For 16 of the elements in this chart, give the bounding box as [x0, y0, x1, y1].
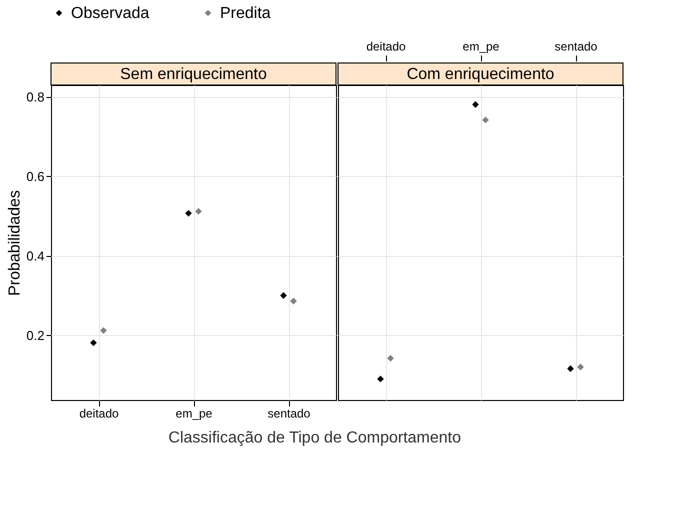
x-axis-title: Classificação de Tipo de Comportamento [168, 430, 462, 446]
x-tick-label: deitado [366, 40, 406, 54]
y-tick-label: 0.6 [26, 168, 44, 184]
chart-title: Sem enriquecimento [120, 66, 267, 83]
chart-title: Com enriquecimento [406, 66, 554, 83]
y-tick-label: 0.8 [26, 89, 44, 104]
x-tick-label: em_pe [176, 406, 213, 420]
y-axis-title: Probabilidades [6, 190, 24, 296]
x-tick-label: deitado [79, 406, 120, 420]
x-tick-label: sentado [554, 40, 598, 54]
y-tick-label: 0.2 [26, 328, 44, 343]
legend-label: Predita [220, 5, 271, 22]
legend-label: Observada [71, 5, 150, 22]
x-tick-label: sentado [268, 406, 311, 420]
x-tick-label: em_pe [462, 40, 500, 54]
y-tick-label: 0.4 [26, 248, 44, 264]
